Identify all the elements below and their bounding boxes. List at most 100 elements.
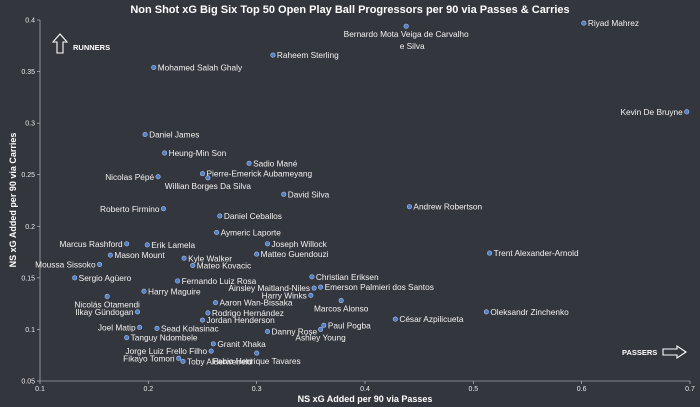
- point-label: Fikayo Tomori: [123, 353, 175, 363]
- x-tick-label: 0.5: [468, 386, 478, 393]
- point-label: Tanguy Ndombele: [131, 333, 198, 343]
- data-point: [213, 300, 219, 306]
- point-label: Harry Maguire: [148, 286, 201, 296]
- x-tick-label: 0.1: [35, 386, 45, 393]
- data-point: [309, 274, 315, 280]
- data-point: [581, 20, 587, 26]
- x-axis-label: NS xG Added per 90 via Passes: [298, 394, 433, 404]
- data-point: [190, 262, 196, 268]
- point-label: Danny Rose: [272, 326, 318, 336]
- point-label: César Azpilicueta: [399, 314, 463, 324]
- data-point: [264, 241, 270, 247]
- point-label: Nicolás Otamendi: [74, 299, 140, 309]
- data-point: [208, 348, 214, 354]
- point-label: Emerson Palmieri dos Santos: [325, 282, 434, 292]
- data-point: [142, 131, 148, 137]
- data-point: [392, 316, 398, 322]
- data-point: [72, 275, 78, 281]
- point-label: Toby Alderweireld: [187, 356, 252, 366]
- chart-title: Non Shot xG Big Six Top 50 Open Play Bal…: [130, 4, 569, 16]
- data-point: [487, 250, 493, 256]
- y-tick-label: 0.35: [21, 69, 35, 76]
- point-label: Kevin De Bruyne: [620, 107, 683, 117]
- point-label: Riyad Mahrez: [588, 18, 639, 28]
- x-tick-label: 0.7: [685, 386, 695, 393]
- point-label: Daniel Ceballos: [224, 211, 282, 221]
- data-point: [151, 64, 157, 70]
- data-point: [318, 284, 324, 290]
- point-label: Harry Winks: [262, 290, 307, 300]
- y-tick-label: 0.05: [21, 379, 35, 386]
- data-point: [483, 309, 489, 315]
- y-tick-label: 0.4: [25, 18, 35, 25]
- point-label: Christian Eriksen: [316, 272, 379, 282]
- point-label: Jordan Henderson: [207, 315, 276, 325]
- x-tick-label: 0.2: [143, 386, 153, 393]
- y-tick-labels: 0.05 0.1 0.15 0.2 0.25 0.3 0.35 0.4: [21, 18, 40, 386]
- data-point: [246, 160, 252, 166]
- point-label: Nicolas Pépé: [105, 172, 154, 182]
- point-label: Joseph Willock: [272, 239, 328, 249]
- point-label: Marcus Rashford: [59, 239, 123, 249]
- data-point: [308, 292, 314, 298]
- point-label: Matteo Guendouzi: [261, 249, 329, 259]
- data-point: [162, 150, 168, 156]
- y-tick-label: 0.25: [21, 172, 35, 179]
- point-label: Ainsley Maitland-Niles: [228, 283, 310, 293]
- data-point: [214, 229, 220, 235]
- point-label: Moussa Sissoko: [35, 259, 96, 269]
- data-point: [124, 335, 130, 341]
- point-label: Marcos Alonso: [314, 304, 369, 314]
- point-label: Raheem Sterling: [277, 50, 339, 60]
- point-label: Sead Kolasinac: [161, 323, 219, 333]
- y-tick-label: 0.2: [25, 224, 35, 231]
- point-label: Mateo Kovacic: [197, 260, 251, 270]
- data-point: [124, 241, 130, 247]
- data-point: [205, 175, 211, 181]
- point-label: Mason Mount: [114, 250, 165, 260]
- data-points: Riyad Mahrez Bernardo Mota Veiga de Carva…: [35, 18, 690, 366]
- point-label: Joel Matip: [98, 322, 136, 332]
- point-label: Ashley Young: [295, 332, 346, 342]
- data-point: [264, 328, 270, 334]
- data-point: [321, 322, 327, 328]
- point-label: Mohamed Salah Ghaly: [158, 62, 243, 72]
- point-label: Aaron Wan-Bissaka: [220, 298, 293, 308]
- point-label: Pierre-Emerick Aubameyang: [207, 169, 313, 179]
- point-label: Bernardo Mota Veiga de Carvalho e Silva: [344, 29, 469, 51]
- y-tick-label: 0.3: [25, 121, 35, 128]
- data-point: [137, 324, 143, 330]
- point-label: Ilkay Gündogan: [75, 307, 134, 317]
- point-label: Heung-Min Son: [169, 148, 227, 158]
- point-label: Trent Alexander-Arnold: [494, 248, 579, 258]
- data-point: [403, 23, 409, 29]
- point-label: Granit Xhaka: [217, 339, 266, 349]
- data-point: [154, 325, 160, 331]
- x-tick-label: 0.6: [577, 386, 587, 393]
- y-tick-label: 0.15: [21, 275, 35, 282]
- passers-arrow-icon: [662, 344, 687, 360]
- y-tick-label: 0.1: [25, 327, 35, 334]
- data-point: [180, 358, 186, 364]
- point-label: Roberto Firmino: [100, 204, 160, 214]
- y-axis-label: NS xG Added per 90 via Carries: [8, 133, 18, 268]
- x-tick-label: 0.4: [360, 386, 370, 393]
- point-label: Sadio Mané: [253, 158, 298, 168]
- data-point: [200, 171, 206, 177]
- passers-annotation: PASSERS: [622, 348, 657, 357]
- point-label: Oleksandr Zinchenko: [490, 307, 569, 317]
- point-label: Willian Borges Da Silva: [165, 181, 252, 191]
- data-point: [338, 298, 344, 304]
- data-point: [175, 278, 181, 284]
- data-point: [254, 251, 260, 257]
- data-point: [406, 204, 412, 210]
- x-tick-label: 0.3: [252, 386, 262, 393]
- data-point: [161, 206, 167, 212]
- point-label: David Silva: [288, 189, 330, 199]
- point-label: Paul Pogba: [328, 320, 371, 330]
- x-tick-labels: 0.1 0.2 0.3 0.4 0.5 0.6 0.7: [35, 381, 695, 393]
- point-label: Daniel James: [149, 129, 199, 139]
- data-point: [155, 174, 161, 180]
- point-label: Kyle Walker: [188, 253, 232, 263]
